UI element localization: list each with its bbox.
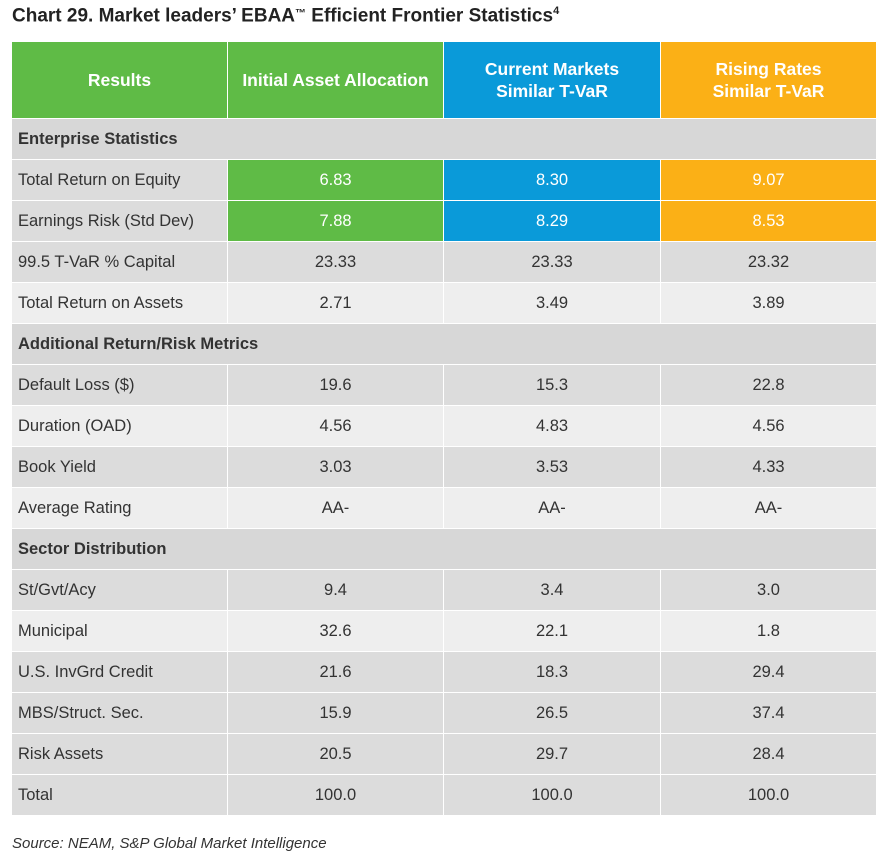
- table-row: Duration (OAD) 4.56 4.83 4.56: [11, 405, 877, 447]
- value-cell: 6.83: [227, 159, 444, 201]
- table-row: Total Return on Equity 6.83 8.30 9.07: [11, 159, 877, 201]
- footnote-marker: 4: [553, 5, 560, 17]
- value-cell: 100.0: [227, 774, 444, 816]
- value-cell: 18.3: [443, 651, 661, 693]
- table-row: U.S. InvGrd Credit 21.6 18.3 29.4: [11, 651, 877, 693]
- value-cell: 4.83: [443, 405, 661, 447]
- header-rising-rates-line2: Similar T-VaR: [712, 81, 825, 101]
- value-cell: 37.4: [660, 692, 877, 734]
- section-heading: Sector Distribution: [11, 528, 877, 570]
- statistics-table: Results Initial Asset Allocation Current…: [11, 41, 877, 816]
- header-current-markets-line1: Current Markets: [484, 59, 620, 79]
- section-row: Enterprise Statistics: [11, 118, 877, 160]
- header-current-markets: Current Markets Similar T-VaR: [443, 41, 661, 119]
- value-cell: 3.89: [660, 282, 877, 324]
- chart-title-text: Chart 29. Market leaders’ EBAA: [12, 5, 296, 27]
- value-cell: 3.49: [443, 282, 661, 324]
- value-cell: 9.4: [227, 569, 444, 611]
- row-label: U.S. InvGrd Credit: [11, 651, 228, 693]
- row-label: 99.5 T-VaR % Capital: [11, 241, 228, 283]
- value-cell: 4.56: [227, 405, 444, 447]
- section-heading: Enterprise Statistics: [11, 118, 877, 160]
- value-cell: 23.33: [443, 241, 661, 283]
- value-cell: 3.0: [660, 569, 877, 611]
- value-cell: AA-: [443, 487, 661, 529]
- row-label: Earnings Risk (Std Dev): [11, 200, 228, 242]
- header-results: Results: [11, 41, 228, 119]
- chart-title-rest: Efficient Frontier Statistics: [306, 5, 554, 27]
- value-cell: 3.03: [227, 446, 444, 488]
- section-row: Sector Distribution: [11, 528, 877, 570]
- value-cell: 22.8: [660, 364, 877, 406]
- value-cell: AA-: [660, 487, 877, 529]
- source-note: Source: NEAM, S&P Global Market Intellig…: [12, 835, 327, 852]
- value-cell: 3.53: [443, 446, 661, 488]
- value-cell: 9.07: [660, 159, 877, 201]
- row-label: Book Yield: [11, 446, 228, 488]
- section-row: Additional Return/Risk Metrics: [11, 323, 877, 365]
- value-cell: 8.53: [660, 200, 877, 242]
- row-label: Default Loss ($): [11, 364, 228, 406]
- value-cell: 2.71: [227, 282, 444, 324]
- row-label: St/Gvt/Acy: [11, 569, 228, 611]
- row-label: Municipal: [11, 610, 228, 652]
- chart-title: Chart 29. Market leaders’ EBAA™ Efficien…: [12, 5, 559, 27]
- table-row: MBS/Struct. Sec. 15.9 26.5 37.4: [11, 692, 877, 734]
- table-row: Earnings Risk (Std Dev) 7.88 8.29 8.53: [11, 200, 877, 242]
- header-row: Results Initial Asset Allocation Current…: [11, 41, 877, 119]
- value-cell: 1.8: [660, 610, 877, 652]
- section-heading: Additional Return/Risk Metrics: [11, 323, 877, 365]
- header-rising-rates: Rising Rates Similar T-VaR: [660, 41, 877, 119]
- row-label: MBS/Struct. Sec.: [11, 692, 228, 734]
- value-cell: AA-: [227, 487, 444, 529]
- table-row: Book Yield 3.03 3.53 4.33: [11, 446, 877, 488]
- value-cell: 4.56: [660, 405, 877, 447]
- value-cell: 8.30: [443, 159, 661, 201]
- value-cell: 20.5: [227, 733, 444, 775]
- value-cell: 4.33: [660, 446, 877, 488]
- row-label: Risk Assets: [11, 733, 228, 775]
- value-cell: 100.0: [443, 774, 661, 816]
- table-row: Risk Assets 20.5 29.7 28.4: [11, 733, 877, 775]
- trademark-symbol: ™: [295, 7, 307, 20]
- value-cell: 8.29: [443, 200, 661, 242]
- table-row: 99.5 T-VaR % Capital 23.33 23.33 23.32: [11, 241, 877, 283]
- table-row: Default Loss ($) 19.6 15.3 22.8: [11, 364, 877, 406]
- value-cell: 19.6: [227, 364, 444, 406]
- value-cell: 32.6: [227, 610, 444, 652]
- row-label: Total Return on Assets: [11, 282, 228, 324]
- table-row: Total Return on Assets 2.71 3.49 3.89: [11, 282, 877, 324]
- value-cell: 22.1: [443, 610, 661, 652]
- value-cell: 7.88: [227, 200, 444, 242]
- value-cell: 15.3: [443, 364, 661, 406]
- value-cell: 28.4: [660, 733, 877, 775]
- row-label: Total Return on Equity: [11, 159, 228, 201]
- header-current-markets-line2: Similar T-VaR: [496, 81, 608, 101]
- table-row: Municipal 32.6 22.1 1.8: [11, 610, 877, 652]
- row-label: Duration (OAD): [11, 405, 228, 447]
- value-cell: 26.5: [443, 692, 661, 734]
- value-cell: 23.32: [660, 241, 877, 283]
- value-cell: 29.7: [443, 733, 661, 775]
- value-cell: 21.6: [227, 651, 444, 693]
- header-rising-rates-line1: Rising Rates: [715, 59, 822, 79]
- value-cell: 3.4: [443, 569, 661, 611]
- table-row: Total 100.0 100.0 100.0: [11, 774, 877, 816]
- header-initial-asset-allocation: Initial Asset Allocation: [227, 41, 444, 119]
- value-cell: 29.4: [660, 651, 877, 693]
- value-cell: 15.9: [227, 692, 444, 734]
- value-cell: 100.0: [660, 774, 877, 816]
- value-cell: 23.33: [227, 241, 444, 283]
- row-label: Average Rating: [11, 487, 228, 529]
- table-row: St/Gvt/Acy 9.4 3.4 3.0: [11, 569, 877, 611]
- row-label: Total: [11, 774, 228, 816]
- table-row: Average Rating AA- AA- AA-: [11, 487, 877, 529]
